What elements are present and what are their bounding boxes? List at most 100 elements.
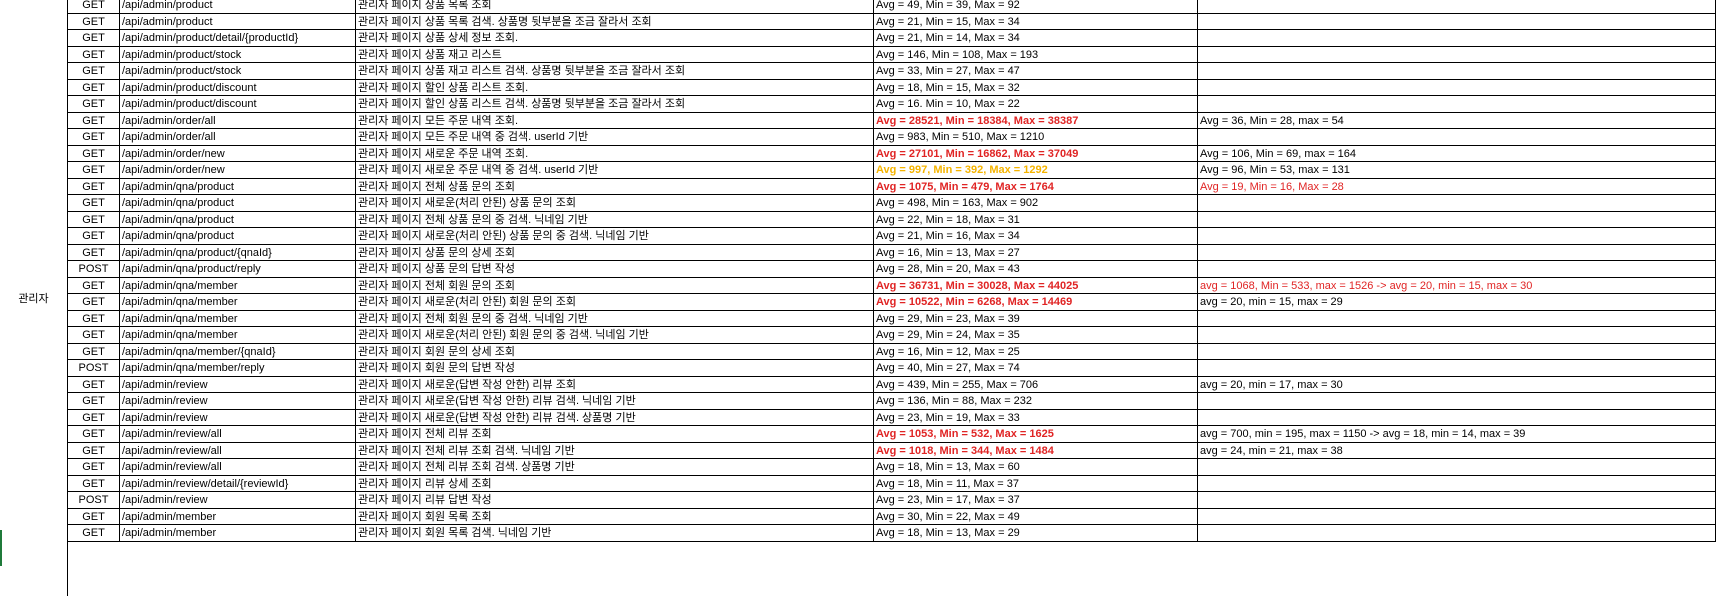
- method-cell[interactable]: GET: [68, 294, 120, 311]
- method-cell[interactable]: GET: [68, 46, 120, 63]
- path-cell[interactable]: /api/admin/review: [120, 492, 356, 509]
- result-cell[interactable]: Avg = 49, Min = 39, Max = 92: [874, 0, 1198, 14]
- method-cell[interactable]: GET: [68, 525, 120, 542]
- result-cell[interactable]: Avg = 997, Min = 392, Max = 1292: [874, 162, 1198, 179]
- path-cell[interactable]: /api/admin/qna/member/reply: [120, 360, 356, 377]
- result-cell[interactable]: Avg = 16, Min = 13, Max = 27: [874, 244, 1198, 261]
- method-cell[interactable]: GET: [68, 343, 120, 360]
- description-cell[interactable]: 관리자 페이지 할인 상품 리스트 검색. 상품명 뒷부분을 조금 잘라서 조회: [356, 96, 874, 113]
- improved-result-cell[interactable]: Avg = 96, Min = 53, max = 131: [1198, 162, 1716, 179]
- improved-result-cell[interactable]: [1198, 459, 1716, 476]
- description-cell[interactable]: 관리자 페이지 새로운 주문 내역 중 검색. userId 기반: [356, 162, 874, 179]
- method-cell[interactable]: GET: [68, 228, 120, 245]
- path-cell[interactable]: /api/admin/member: [120, 508, 356, 525]
- result-cell[interactable]: Avg = 40, Min = 27, Max = 74: [874, 360, 1198, 377]
- path-cell[interactable]: /api/admin/qna/member: [120, 277, 356, 294]
- result-cell[interactable]: Avg = 28, Min = 20, Max = 43: [874, 261, 1198, 278]
- method-cell[interactable]: GET: [68, 145, 120, 162]
- improved-result-cell[interactable]: avg = 24, min = 21, max = 38: [1198, 442, 1716, 459]
- description-cell[interactable]: 관리자 페이지 전체 리뷰 조회 검색. 닉네임 기반: [356, 442, 874, 459]
- path-cell[interactable]: /api/admin/qna/product/reply: [120, 261, 356, 278]
- path-cell[interactable]: /api/admin/product/discount: [120, 79, 356, 96]
- path-cell[interactable]: /api/admin/qna/member/{qnaId}: [120, 343, 356, 360]
- method-cell[interactable]: GET: [68, 327, 120, 344]
- improved-result-cell[interactable]: Avg = 36, Min = 28, max = 54: [1198, 112, 1716, 129]
- path-cell[interactable]: /api/admin/order/new: [120, 162, 356, 179]
- improved-result-cell[interactable]: avg = 700, min = 195, max = 1150 -> avg …: [1198, 426, 1716, 443]
- method-cell[interactable]: GET: [68, 129, 120, 146]
- improved-result-cell[interactable]: [1198, 261, 1716, 278]
- path-cell[interactable]: /api/admin/qna/product: [120, 211, 356, 228]
- method-cell[interactable]: GET: [68, 508, 120, 525]
- result-cell[interactable]: Avg = 18, Min = 15, Max = 32: [874, 79, 1198, 96]
- improved-result-cell[interactable]: [1198, 327, 1716, 344]
- improved-result-cell[interactable]: Avg = 106, Min = 69, max = 164: [1198, 145, 1716, 162]
- result-cell[interactable]: Avg = 16, Min = 12, Max = 25: [874, 343, 1198, 360]
- result-cell[interactable]: Avg = 439, Min = 255, Max = 706: [874, 376, 1198, 393]
- description-cell[interactable]: 관리자 페이지 전체 회원 문의 조회: [356, 277, 874, 294]
- result-cell[interactable]: Avg = 1075, Min = 479, Max = 1764: [874, 178, 1198, 195]
- improved-result-cell[interactable]: [1198, 244, 1716, 261]
- improved-result-cell[interactable]: Avg = 19, Min = 16, Max = 28: [1198, 178, 1716, 195]
- improved-result-cell[interactable]: [1198, 0, 1716, 14]
- method-cell[interactable]: GET: [68, 0, 120, 14]
- method-cell[interactable]: GET: [68, 442, 120, 459]
- improved-result-cell[interactable]: [1198, 525, 1716, 542]
- result-cell[interactable]: Avg = 18, Min = 11, Max = 37: [874, 475, 1198, 492]
- description-cell[interactable]: 관리자 페이지 리뷰 상세 조회: [356, 475, 874, 492]
- path-cell[interactable]: /api/admin/review/all: [120, 442, 356, 459]
- description-cell[interactable]: 관리자 페이지 새로운 주문 내역 조회.: [356, 145, 874, 162]
- path-cell[interactable]: /api/admin/product/detail/{productId}: [120, 30, 356, 47]
- path-cell[interactable]: /api/admin/review: [120, 393, 356, 410]
- path-cell[interactable]: /api/admin/qna/product/{qnaId}: [120, 244, 356, 261]
- method-cell[interactable]: POST: [68, 261, 120, 278]
- result-cell[interactable]: Avg = 29, Min = 23, Max = 39: [874, 310, 1198, 327]
- method-cell[interactable]: POST: [68, 492, 120, 509]
- improved-result-cell[interactable]: avg = 20, min = 15, max = 29: [1198, 294, 1716, 311]
- method-cell[interactable]: GET: [68, 178, 120, 195]
- method-cell[interactable]: GET: [68, 393, 120, 410]
- description-cell[interactable]: 관리자 페이지 새로운(답변 작성 안한) 리뷰 검색. 상품명 기반: [356, 409, 874, 426]
- path-cell[interactable]: /api/admin/product: [120, 0, 356, 14]
- improved-result-cell[interactable]: [1198, 30, 1716, 47]
- path-cell[interactable]: /api/admin/qna/member: [120, 310, 356, 327]
- method-cell[interactable]: GET: [68, 459, 120, 476]
- improved-result-cell[interactable]: avg = 20, min = 17, max = 30: [1198, 376, 1716, 393]
- method-cell[interactable]: GET: [68, 211, 120, 228]
- description-cell[interactable]: 관리자 페이지 전체 리뷰 조회 검색. 상품명 기반: [356, 459, 874, 476]
- result-cell[interactable]: Avg = 23, Min = 19, Max = 33: [874, 409, 1198, 426]
- result-cell[interactable]: Avg = 22, Min = 18, Max = 31: [874, 211, 1198, 228]
- description-cell[interactable]: 관리자 페이지 전체 상품 문의 중 검색. 닉네임 기반: [356, 211, 874, 228]
- path-cell[interactable]: /api/admin/order/new: [120, 145, 356, 162]
- description-cell[interactable]: 관리자 페이지 회원 목록 검색. 닉네임 기반: [356, 525, 874, 542]
- result-cell[interactable]: Avg = 21, Min = 14, Max = 34: [874, 30, 1198, 47]
- path-cell[interactable]: /api/admin/product/stock: [120, 63, 356, 80]
- method-cell[interactable]: GET: [68, 112, 120, 129]
- description-cell[interactable]: 관리자 페이지 상품 문의 상세 조회: [356, 244, 874, 261]
- result-cell[interactable]: Avg = 983, Min = 510, Max = 1210: [874, 129, 1198, 146]
- path-cell[interactable]: /api/admin/member: [120, 525, 356, 542]
- description-cell[interactable]: 관리자 페이지 새로운(처리 안된) 회원 문의 중 검색. 닉네임 기반: [356, 327, 874, 344]
- improved-result-cell[interactable]: [1198, 195, 1716, 212]
- description-cell[interactable]: 관리자 페이지 상품 재고 리스트 검색. 상품명 뒷부분을 조금 잘라서 조회: [356, 63, 874, 80]
- description-cell[interactable]: 관리자 페이지 새로운(답변 작성 안한) 리뷰 검색. 닉네임 기반: [356, 393, 874, 410]
- method-cell[interactable]: GET: [68, 162, 120, 179]
- method-cell[interactable]: GET: [68, 475, 120, 492]
- description-cell[interactable]: 관리자 페이지 전체 회원 문의 중 검색. 닉네임 기반: [356, 310, 874, 327]
- improved-result-cell[interactable]: [1198, 13, 1716, 30]
- path-cell[interactable]: /api/admin/review/all: [120, 426, 356, 443]
- result-cell[interactable]: Avg = 30, Min = 22, Max = 49: [874, 508, 1198, 525]
- improved-result-cell[interactable]: [1198, 475, 1716, 492]
- result-cell[interactable]: Avg = 146, Min = 108, Max = 193: [874, 46, 1198, 63]
- method-cell[interactable]: GET: [68, 409, 120, 426]
- improved-result-cell[interactable]: [1198, 508, 1716, 525]
- description-cell[interactable]: 관리자 페이지 상품 상세 정보 조회.: [356, 30, 874, 47]
- result-cell[interactable]: Avg = 21, Min = 15, Max = 34: [874, 13, 1198, 30]
- result-cell[interactable]: Avg = 498, Min = 163, Max = 902: [874, 195, 1198, 212]
- description-cell[interactable]: 관리자 페이지 모든 주문 내역 중 검색. userId 기반: [356, 129, 874, 146]
- improved-result-cell[interactable]: [1198, 129, 1716, 146]
- result-cell[interactable]: Avg = 21, Min = 16, Max = 34: [874, 228, 1198, 245]
- description-cell[interactable]: 관리자 페이지 전체 상품 문의 조회: [356, 178, 874, 195]
- description-cell[interactable]: 관리자 페이지 상품 목록 조회: [356, 0, 874, 14]
- result-cell[interactable]: Avg = 28521, Min = 18384, Max = 38387: [874, 112, 1198, 129]
